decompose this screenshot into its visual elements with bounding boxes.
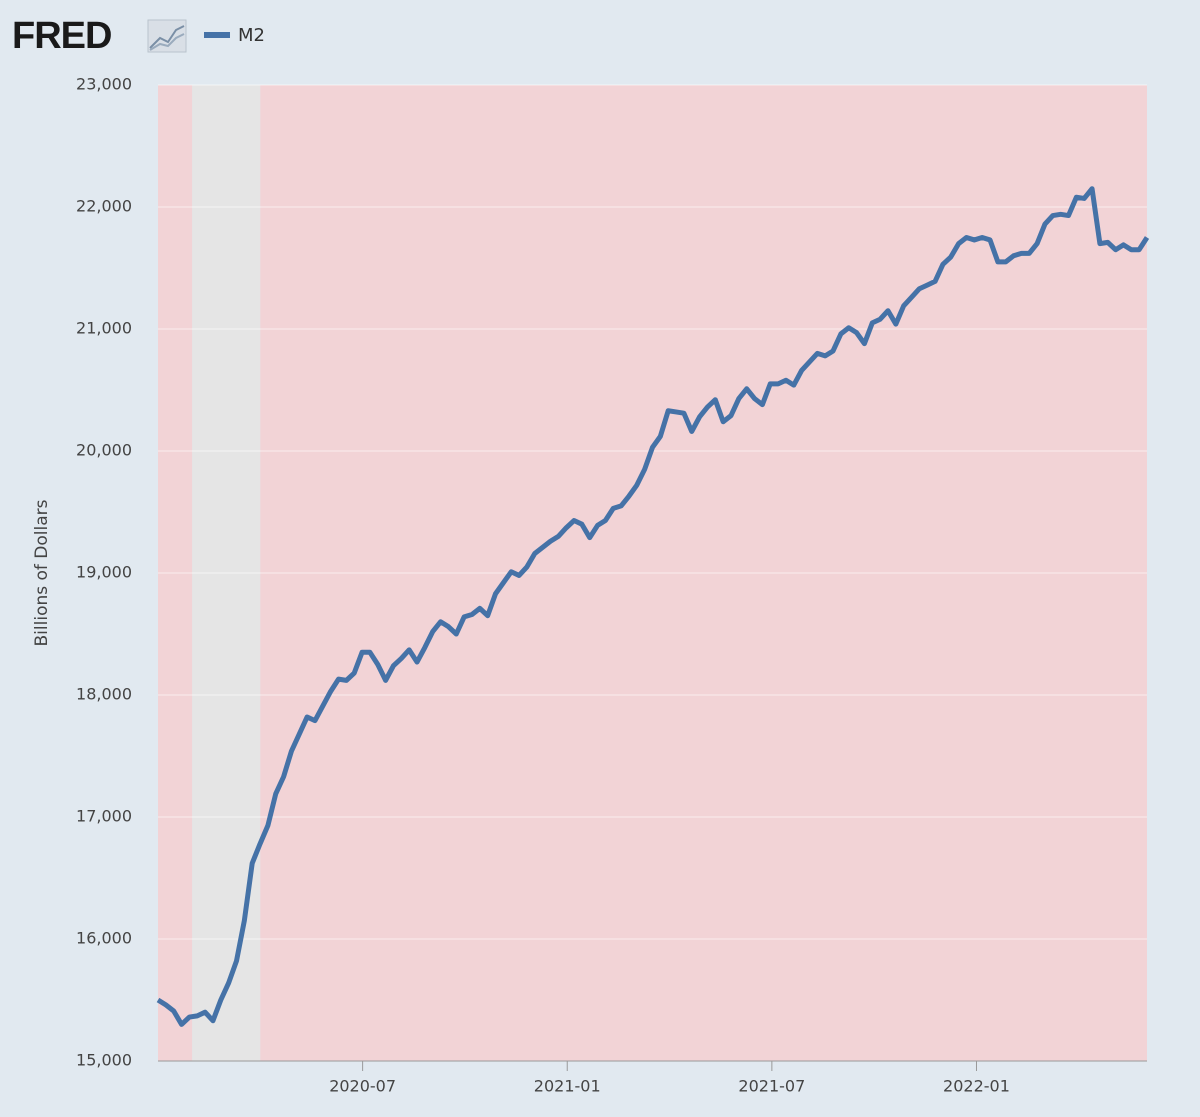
y-tick-label: 18,000 bbox=[76, 685, 132, 704]
x-tick-label: 2021-07 bbox=[738, 1077, 805, 1096]
y-tick-label: 20,000 bbox=[76, 441, 132, 460]
y-tick-label: 17,000 bbox=[76, 807, 132, 826]
logo-icon bbox=[147, 19, 187, 53]
logo: FRED bbox=[12, 15, 111, 57]
y-tick-label: 16,000 bbox=[76, 929, 132, 948]
x-tick-label: 2022-01 bbox=[943, 1077, 1010, 1096]
y-tick-label: 22,000 bbox=[76, 197, 132, 216]
y-tick-label: 23,000 bbox=[76, 75, 132, 94]
x-tick-label: 2021-01 bbox=[534, 1077, 601, 1096]
y-tick-label: 15,000 bbox=[76, 1051, 132, 1070]
y-tick-label: 21,000 bbox=[76, 319, 132, 338]
y-tick-label: 19,000 bbox=[76, 563, 132, 582]
legend-label: M2 bbox=[238, 25, 265, 46]
series-line bbox=[156, 186, 1150, 1027]
x-tick-label: 2020-07 bbox=[329, 1077, 396, 1096]
y-axis-title: Billions of Dollars bbox=[32, 499, 52, 646]
